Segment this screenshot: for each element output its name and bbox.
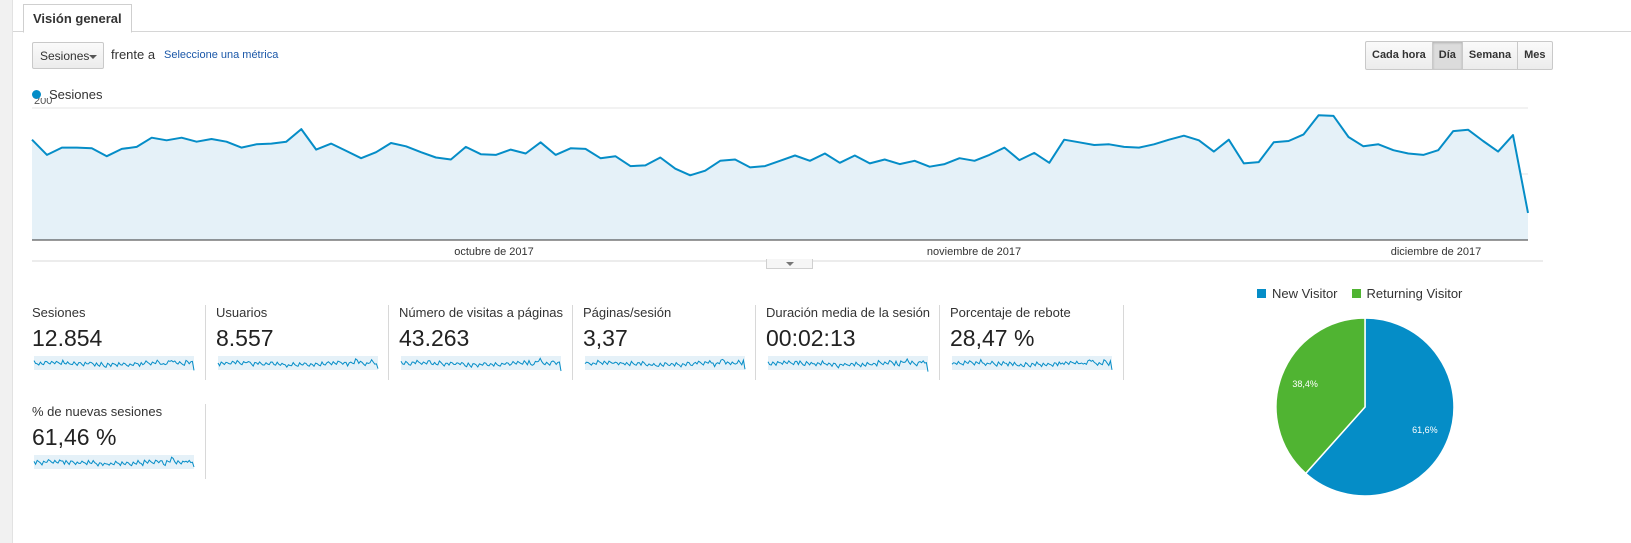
- time-button-week[interactable]: Semana: [1461, 41, 1519, 70]
- pie-slice[interactable]: [1275, 317, 1366, 475]
- overview-panel: Visión general Sesiones frente a Selecci…: [12, 0, 1631, 543]
- series-line: [31, 114, 1529, 214]
- x-tick-label: noviembre de 2017: [927, 246, 1021, 258]
- sparkline: [951, 356, 1113, 370]
- sparkline-line: [767, 357, 929, 372]
- chevron-down-icon: [89, 55, 97, 59]
- compare-label: frente a: [111, 47, 156, 62]
- divider: [1123, 305, 1124, 380]
- sparkline-area: [401, 356, 561, 370]
- legend-item-label: Returning Visitor: [1366, 286, 1463, 301]
- scorecard-duracion-media[interactable]: Duración media de la sesión 00:02:13: [766, 305, 939, 380]
- sparkline-line: [33, 456, 195, 468]
- divider: [205, 305, 206, 380]
- pie-legend-item[interactable]: New Visitor: [1257, 286, 1338, 301]
- pie-slice[interactable]: [1304, 317, 1455, 497]
- scorecard-label: % de nuevas sesiones: [32, 404, 163, 419]
- select-metric-link[interactable]: Seleccione una métrica: [164, 49, 279, 61]
- sparkline-line: [951, 358, 1113, 370]
- divider: [572, 305, 573, 380]
- scorecard-value: 12.854: [32, 325, 103, 351]
- time-button-hourly[interactable]: Cada hora: [1365, 41, 1433, 70]
- scorecard-value: 3,37: [583, 325, 628, 351]
- time-button-day[interactable]: Día: [1431, 41, 1463, 70]
- scorecard-label: Sesiones: [32, 305, 86, 320]
- y-tick-label: 200: [34, 98, 52, 107]
- tab-bar: Visión general: [13, 0, 1631, 33]
- divider: [755, 305, 756, 380]
- legend-dot-icon: [32, 90, 41, 99]
- scorecard-value: 8.557: [216, 325, 274, 351]
- scorecard-rebote[interactable]: Porcentaje de rebote 28,47 %: [950, 305, 1123, 380]
- scorecard-usuarios[interactable]: Usuarios 8.557: [216, 305, 389, 380]
- visitor-type-pie-chart[interactable]: 61,6% 38,4%: [1273, 315, 1457, 499]
- scorecard-label: Páginas/sesión: [583, 305, 672, 320]
- scorecard-value: 28,47 %: [950, 325, 1035, 351]
- pie-legend: New Visitor Returning Visitor: [1257, 286, 1462, 301]
- scorecard-visitas-paginas[interactable]: Número de visitas a páginas 43.263: [399, 305, 572, 380]
- collapse-chart-handle[interactable]: [766, 259, 813, 269]
- scorecard-paginas-sesion[interactable]: Páginas/sesión 3,37: [583, 305, 756, 380]
- scorecard-value: 00:02:13: [766, 325, 856, 351]
- pie-slice-label: 61,6%: [1412, 425, 1438, 435]
- sparkline-area: [218, 356, 378, 370]
- x-tick-label: diciembre de 2017: [1391, 246, 1482, 258]
- x-tick-label: octubre de 2017: [454, 246, 534, 258]
- sparkline: [33, 455, 195, 469]
- sparkline-line: [400, 357, 562, 372]
- sparkline: [400, 356, 562, 372]
- scorecard-label: Duración media de la sesión: [766, 305, 931, 320]
- sparkline-line: [584, 358, 746, 370]
- divider: [939, 305, 940, 380]
- sparkline-line: [217, 357, 379, 369]
- scorecard-value: 61,46 %: [32, 424, 117, 450]
- caret-down-icon: [786, 262, 794, 266]
- chart-legend[interactable]: Sesiones: [32, 87, 102, 102]
- sparkline-area: [768, 356, 928, 370]
- scorecard-sesiones[interactable]: Sesiones 12.854: [32, 305, 205, 380]
- scorecard-value: 43.263: [399, 325, 470, 351]
- legend-item-label: New Visitor: [1272, 286, 1338, 301]
- legend-series-name: Sesiones: [49, 87, 103, 102]
- legend-swatch-icon: [1351, 289, 1361, 298]
- sparkline-area: [34, 455, 194, 469]
- scorecard-nuevas-sesiones[interactable]: % de nuevas sesiones 61,46 %: [32, 404, 205, 479]
- time-granularity-buttons: Cada hora Día Semana Mes: [1365, 41, 1553, 70]
- scorecard-label: Usuarios: [216, 305, 268, 320]
- sparkline-area: [34, 356, 194, 370]
- divider: [388, 305, 389, 380]
- tab-vision-general[interactable]: Visión general: [23, 4, 132, 33]
- sparkline: [767, 356, 929, 372]
- scorecard-label: Porcentaje de rebote: [950, 305, 1071, 320]
- sparkline: [217, 356, 379, 370]
- pie-legend-item[interactable]: Returning Visitor: [1351, 286, 1463, 301]
- legend-swatch-icon: [1257, 289, 1266, 298]
- sparkline-line: [33, 358, 195, 371]
- scorecard-label: Número de visitas a páginas: [399, 305, 564, 320]
- sparkline: [33, 356, 195, 371]
- metric-dropdown-value: Sesiones: [40, 49, 90, 63]
- sparkline: [584, 356, 746, 370]
- time-button-month[interactable]: Mes: [1517, 41, 1553, 70]
- pie-slice-label: 38,4%: [1292, 379, 1318, 389]
- metric-dropdown[interactable]: Sesiones: [32, 42, 104, 69]
- divider: [205, 404, 206, 479]
